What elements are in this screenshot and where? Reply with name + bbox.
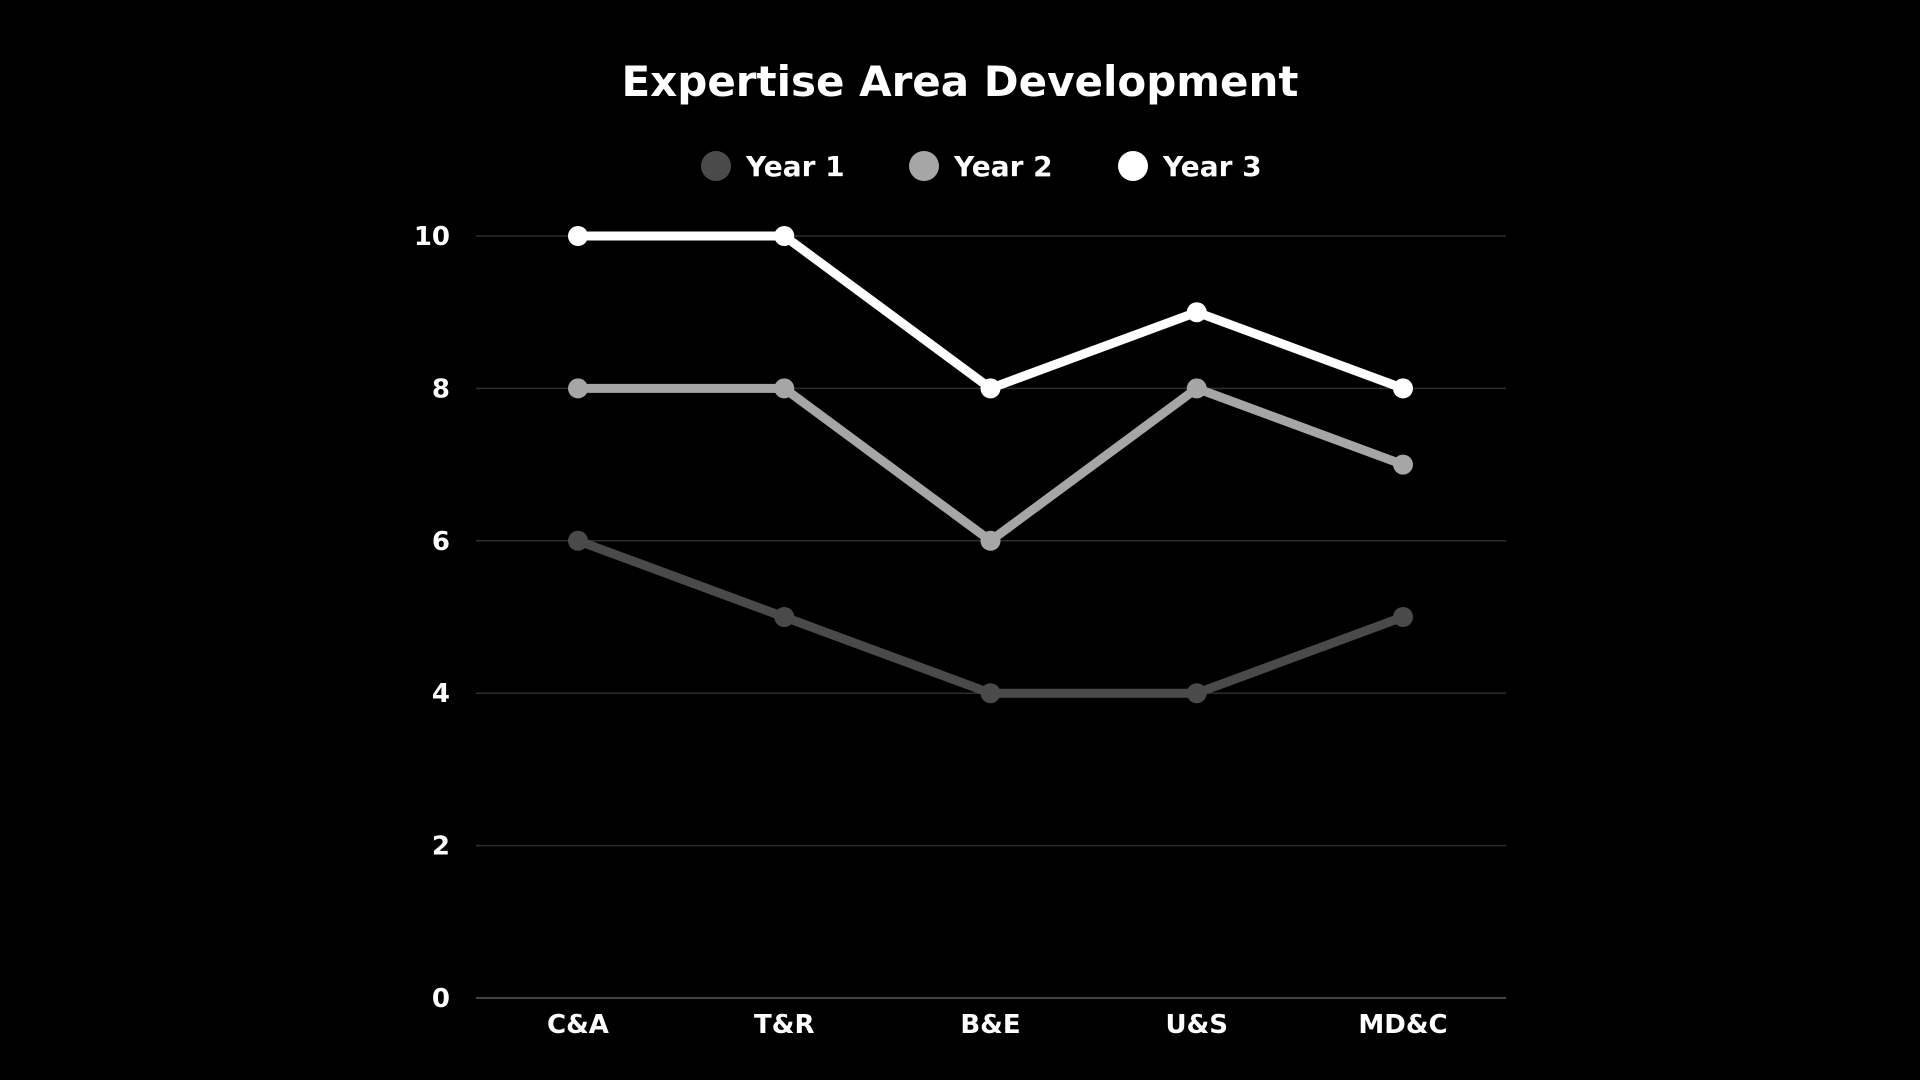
legend-marker xyxy=(909,151,939,181)
data-point xyxy=(1186,378,1207,399)
legend-item: Year 2 xyxy=(909,150,1053,183)
data-point xyxy=(980,378,1001,399)
series-line xyxy=(573,383,1408,546)
chart-title: Expertise Area Development xyxy=(621,57,1298,106)
data-point xyxy=(568,378,588,399)
data-point xyxy=(1186,683,1207,704)
data-point xyxy=(774,378,795,399)
data-point xyxy=(774,607,795,627)
y-tick-label: 2 xyxy=(432,832,450,862)
legend-marker xyxy=(701,151,731,181)
legend: Year 1 Year 2 Year 3 xyxy=(701,150,1262,183)
data-point xyxy=(980,530,1001,551)
series-line xyxy=(573,536,1408,698)
y-tick-label: 6 xyxy=(432,527,450,557)
series-line xyxy=(573,231,1408,393)
legend-item: Year 3 xyxy=(1118,150,1262,183)
data-point xyxy=(1393,378,1413,399)
y-tick-label: 0 xyxy=(432,984,450,1014)
data-point xyxy=(1186,302,1207,323)
legend-item: Year 1 xyxy=(701,150,845,183)
data-point xyxy=(1393,607,1413,627)
x-tick-label: U&S xyxy=(1165,1010,1228,1040)
data-point xyxy=(980,683,1001,704)
series-3 xyxy=(568,226,1413,399)
x-tick-label: C&A xyxy=(547,1010,609,1040)
y-tick-label: 10 xyxy=(414,222,450,252)
y-tick-label: 4 xyxy=(432,679,450,709)
legend-marker xyxy=(1118,151,1148,181)
grid xyxy=(476,235,1506,999)
y-tick-label: 8 xyxy=(432,374,450,404)
data-point xyxy=(568,530,588,551)
data-point xyxy=(568,226,588,246)
series-2 xyxy=(568,378,1413,551)
x-axis: C&A T&R B&E U&S MD&C xyxy=(547,1010,1448,1040)
x-tick-label: B&E xyxy=(960,1010,1020,1040)
legend-label: Year 1 xyxy=(745,150,845,183)
legend-label: Year 3 xyxy=(1162,150,1262,183)
y-axis: 0 2 4 6 8 10 xyxy=(414,222,450,1014)
x-tick-label: MD&C xyxy=(1358,1010,1447,1040)
data-point xyxy=(774,226,795,246)
x-tick-label: T&R xyxy=(754,1010,814,1040)
series-1 xyxy=(568,530,1413,704)
data-point xyxy=(1393,454,1413,475)
series-layer xyxy=(568,226,1413,704)
legend-label: Year 2 xyxy=(953,150,1053,183)
